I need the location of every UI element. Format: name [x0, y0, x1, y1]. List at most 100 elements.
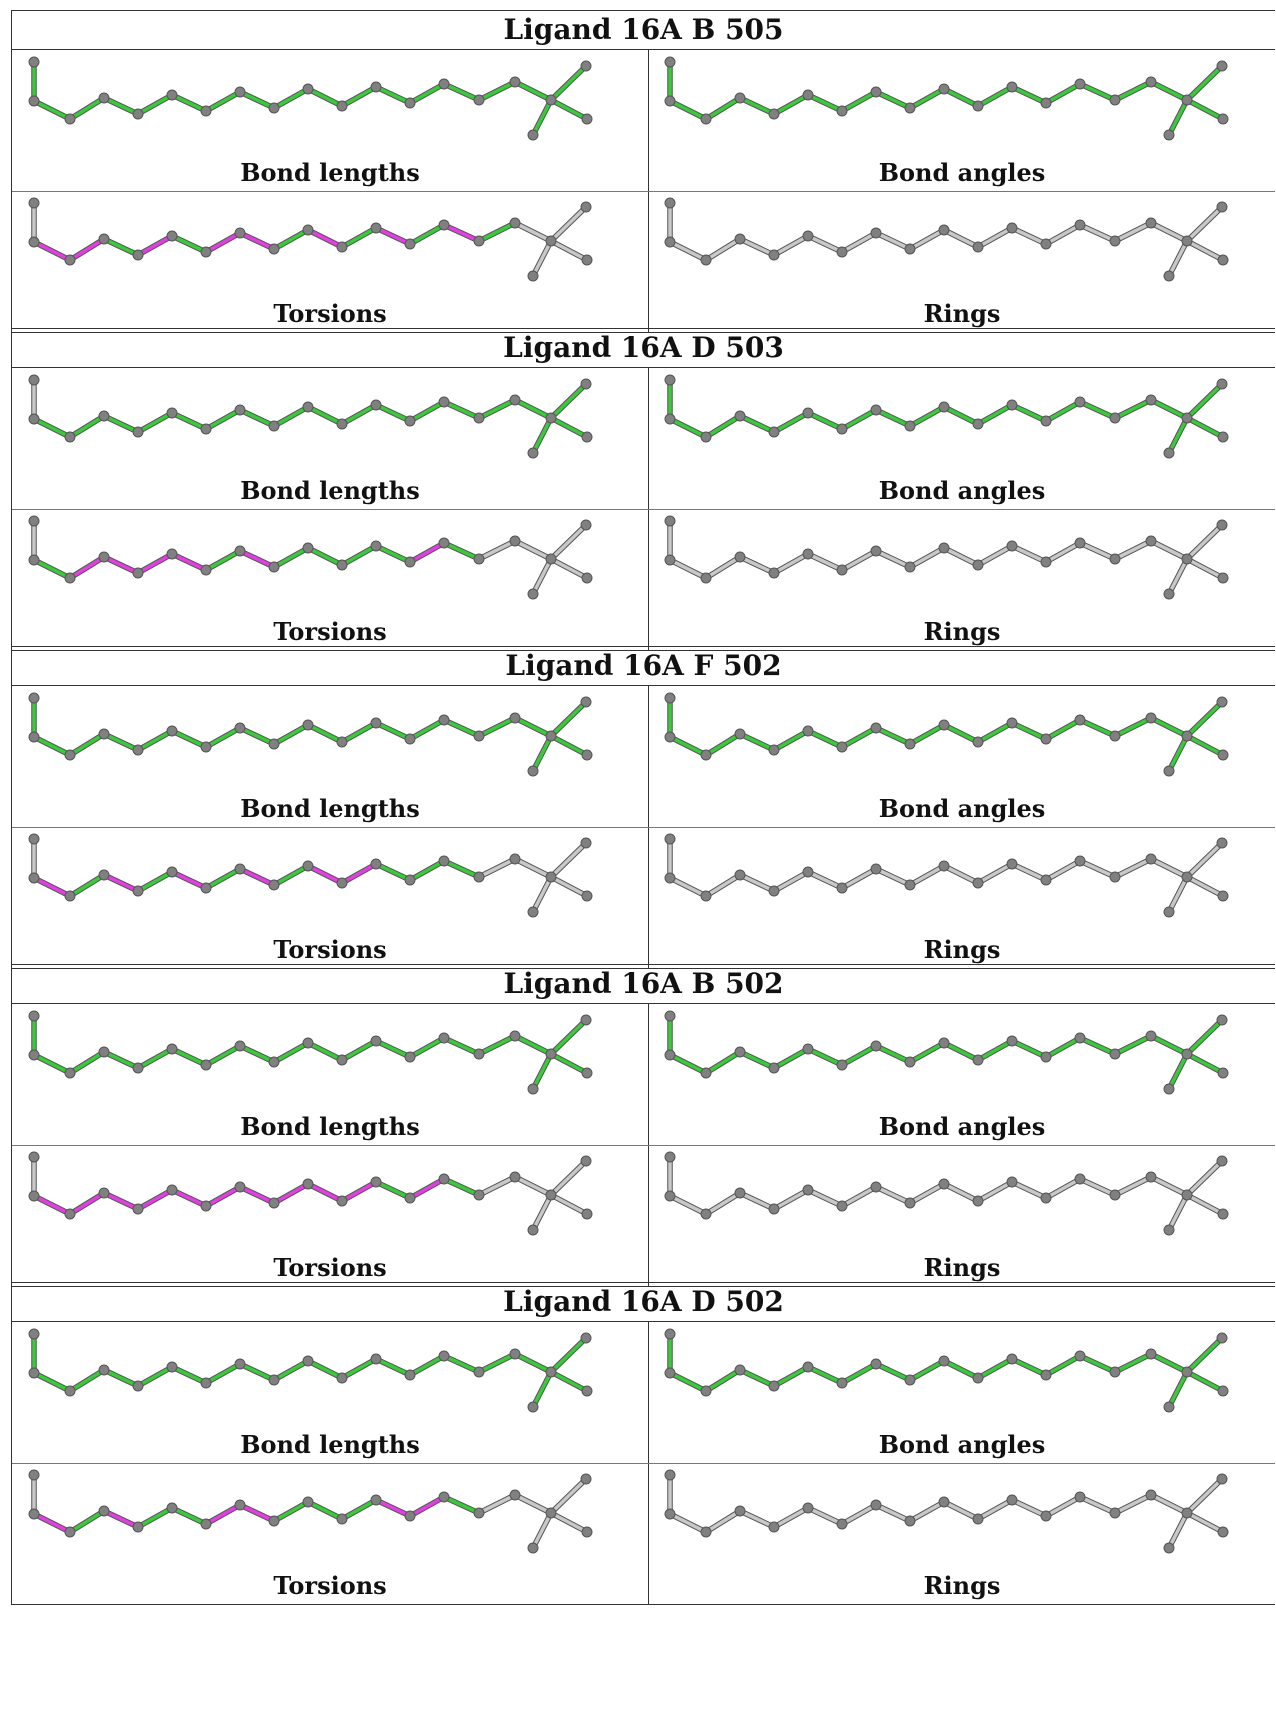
atom: [1217, 1526, 1229, 1538]
atom: [1109, 1507, 1121, 1519]
atom: [802, 407, 814, 419]
bond-flagged: [102, 1509, 140, 1529]
bond-flagged: [204, 1503, 242, 1526]
bond-neutral: [704, 237, 742, 262]
atom: [580, 1473, 592, 1485]
atom: [836, 1059, 848, 1071]
bond-flagged: [442, 223, 481, 243]
atom: [545, 1366, 557, 1378]
row-divider: [12, 1463, 1275, 1464]
bond-ok: [908, 1359, 946, 1382]
bond-ok: [306, 87, 344, 108]
atom: [1216, 696, 1228, 708]
atom: [1181, 94, 1193, 106]
atom: [132, 744, 144, 756]
panel-label: Bond angles: [878, 794, 1046, 823]
bond-ok: [102, 414, 140, 434]
atom: [734, 1046, 746, 1058]
atom: [1109, 94, 1121, 106]
bond-ok: [136, 870, 174, 893]
bond-ok: [976, 721, 1014, 744]
atom: [1216, 1014, 1228, 1026]
atom: [768, 108, 780, 120]
bond-ok: [1149, 1034, 1189, 1056]
atom: [302, 224, 314, 236]
ligand-block: Ligand 16A F 502 Bond lengths Bond angles T…: [11, 646, 1275, 969]
bond-ok: [136, 1506, 174, 1529]
atom: [404, 1369, 416, 1381]
atom: [1145, 1030, 1157, 1042]
atom: [234, 1499, 246, 1511]
bond-neutral: [477, 539, 517, 561]
atom: [545, 94, 557, 106]
atom: [664, 197, 676, 209]
atom: [28, 374, 40, 386]
atom: [234, 1358, 246, 1370]
bond-flagged: [32, 1512, 72, 1534]
atom: [404, 1510, 416, 1522]
bond-ok: [840, 726, 878, 749]
atom: [1145, 76, 1157, 88]
bond-neutral: [738, 1509, 776, 1529]
atom: [870, 545, 882, 557]
bond-ok: [408, 718, 446, 741]
atom: [268, 738, 280, 750]
atom: [28, 56, 40, 68]
bond-ok: [102, 1050, 140, 1070]
atom: [370, 222, 382, 234]
atom: [1181, 871, 1193, 883]
bond-ok: [942, 723, 980, 744]
atom: [438, 855, 450, 867]
atom: [734, 869, 746, 881]
atom: [1040, 1369, 1052, 1381]
bond-flagged: [408, 1177, 446, 1200]
atom: [1145, 712, 1157, 724]
bond-ok: [272, 405, 310, 428]
atom: [1040, 238, 1052, 250]
atom: [1216, 1473, 1228, 1485]
bond-ok: [942, 1359, 980, 1380]
atom: [972, 1372, 984, 1384]
atom: [1145, 394, 1157, 406]
atom: [438, 537, 450, 549]
bond-ok: [1078, 1354, 1117, 1374]
atom: [1074, 1350, 1086, 1362]
atom: [1217, 1385, 1229, 1397]
bond-ok: [136, 1365, 174, 1388]
panel-bond-angles: Bond angles: [648, 1004, 1276, 1145]
bond-neutral: [874, 1185, 912, 1205]
atom: [28, 1049, 40, 1061]
bond-ok: [374, 85, 412, 105]
panel-bond-angles: Bond angles: [648, 1322, 1276, 1463]
atom: [527, 129, 539, 141]
atom: [302, 1355, 314, 1367]
bond-ok: [102, 732, 140, 752]
bond-ok: [408, 859, 446, 882]
bond-ok: [32, 99, 72, 121]
panel-torsions: Torsions: [12, 191, 648, 332]
atom: [438, 78, 450, 90]
atom: [1006, 1035, 1018, 1047]
atom: [1181, 730, 1193, 742]
atom: [664, 1010, 676, 1022]
atom: [404, 97, 416, 109]
atom: [200, 1059, 212, 1071]
bond-ok: [306, 546, 344, 567]
atom: [938, 542, 950, 554]
bond-flagged: [238, 867, 276, 887]
atom: [580, 519, 592, 531]
bond-neutral: [513, 221, 553, 243]
atom: [166, 1502, 178, 1514]
bond-neutral: [772, 1506, 810, 1529]
atom: [200, 1518, 212, 1530]
atom: [509, 76, 521, 88]
atom: [302, 1037, 314, 1049]
atom: [1216, 519, 1228, 531]
atom: [404, 874, 416, 886]
bond-ok: [68, 1050, 106, 1075]
bond-ok: [1149, 398, 1189, 420]
atom: [98, 869, 110, 881]
atom: [664, 1367, 676, 1379]
atom: [302, 401, 314, 413]
atom: [836, 246, 848, 258]
